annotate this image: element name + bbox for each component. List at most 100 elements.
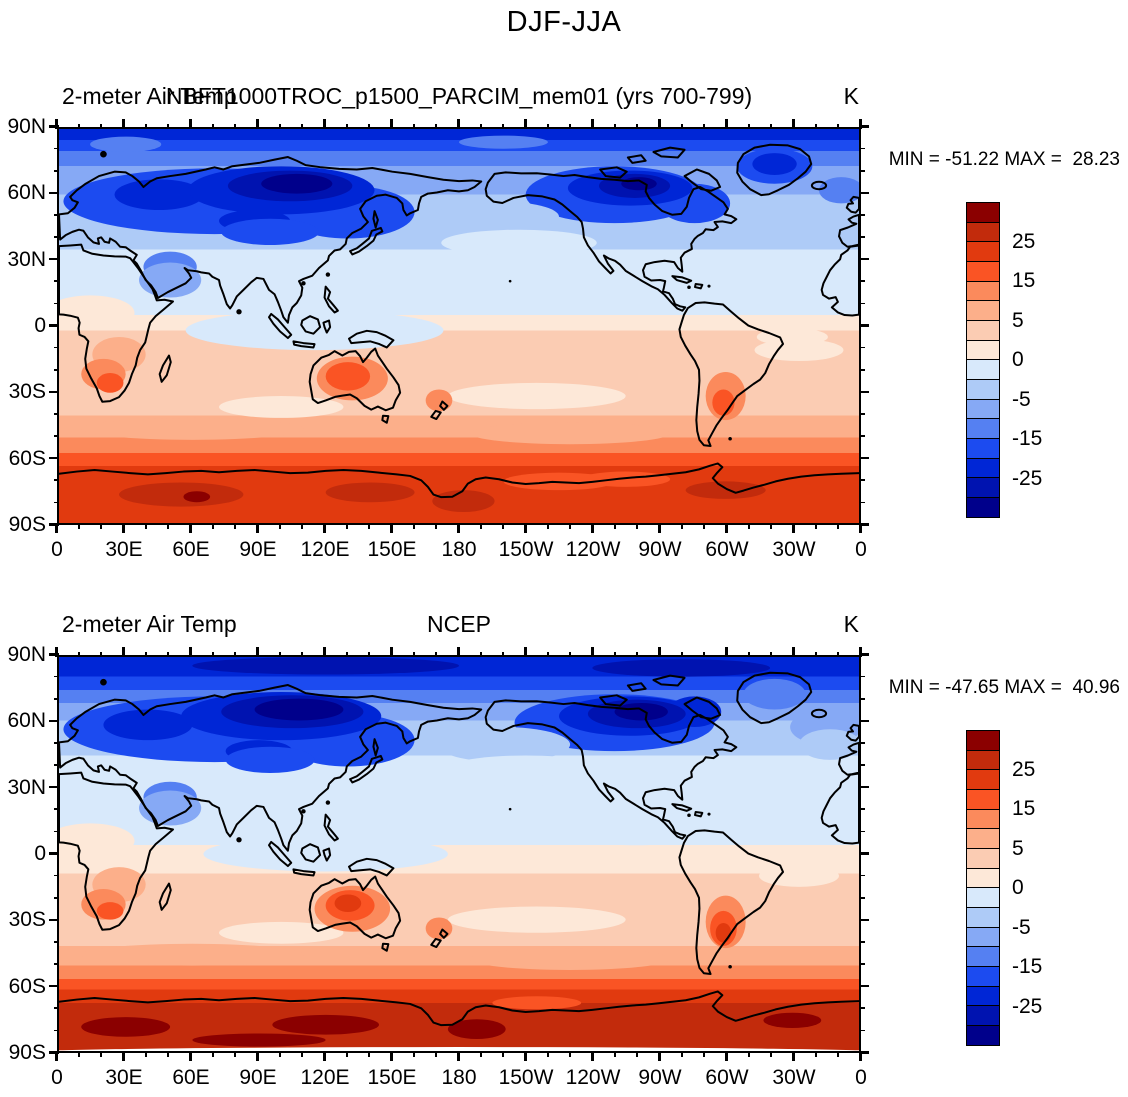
axis-tick [748,651,750,657]
axis-tick [189,1051,192,1061]
colorbar-label: 5 [1012,836,1024,860]
axis-tick [435,651,437,657]
panel-ncep: 2-meter Air Temp NCEP K MIN = -47.65 MAX… [0,611,1128,1097]
colorbar-cell [966,867,1000,889]
axis-tick [346,1051,348,1057]
colorbar-label: 5 [1012,308,1024,332]
axis-tick [658,523,661,533]
axis-tick [279,123,281,129]
axis-tick [859,119,862,129]
axis-tick [859,523,869,526]
axis-tick [837,523,839,529]
axis-tick [49,1051,59,1054]
axis-tick [658,1051,661,1061]
axis-tick [279,651,281,657]
axis-tick [859,501,865,504]
colorbar-cell [966,398,1000,420]
axis-tick [49,523,59,526]
axis-tick [859,280,865,283]
axis-tick [413,123,415,129]
axis-tick [301,651,303,657]
axis-tick [53,742,59,744]
axis-tick [748,523,750,529]
axis-tick [53,764,59,766]
axis-tick [435,523,437,529]
axis-tick [55,523,58,533]
axis-tick [591,119,594,129]
x-axis-label: 90E [239,538,277,561]
axis-tick [49,918,59,921]
colorbar-cell [966,418,1000,440]
colorbar-cell [966,221,1000,243]
axis-tick [279,1051,281,1057]
world-map [59,657,859,1051]
axis-tick [859,214,865,216]
x-axis-label: 0 [51,538,63,561]
axis-tick [681,123,683,129]
axis-tick [78,651,80,657]
axis-tick [859,435,865,437]
axis-tick [859,830,865,833]
axis-tick [145,523,147,529]
axis-tick [859,808,865,811]
axis-tick [167,123,169,129]
axis-tick [279,523,281,529]
axis-tick [49,786,59,789]
axis-tick [859,368,865,371]
colorbar [966,730,1000,1046]
colorbar-label: -5 [1012,915,1031,939]
axis-tick [122,119,125,129]
axis-tick [53,280,59,283]
axis-tick [815,651,817,657]
axis-tick [859,675,865,678]
y-axis-label: 60S [8,974,46,998]
world-map-svg [59,129,859,523]
panel-titles: 2-meter Air Temp NBFT1000TROC_p1500_PARC… [57,83,861,110]
colorbar-cell [966,477,1000,499]
axis-tick [547,1051,549,1057]
axis-tick [859,764,865,766]
x-axis-label: 150W [498,538,554,561]
axis-tick [859,125,869,128]
axis-tick [792,1051,795,1061]
colorbar-label: 25 [1012,229,1036,253]
axis-tick [457,647,460,657]
axis-tick [49,125,59,128]
axis-tick [53,169,59,172]
axis-tick [502,123,504,129]
axis-tick [725,1051,728,1061]
colorbar-label: -25 [1012,994,1043,1018]
axis-tick [301,1051,303,1057]
x-axis-label: 90W [638,1066,682,1089]
axis-tick [480,1051,482,1057]
coastlines [59,145,859,497]
axis-tick [569,523,571,529]
axis-tick [256,647,259,657]
axis-tick [55,1051,58,1061]
axis-tick [323,1051,326,1061]
axis-tick [53,830,59,833]
axis-tick [390,523,393,533]
axis-tick [167,651,169,657]
colorbar-cell [966,828,1000,850]
map-plot-area [49,119,869,533]
axis-tick [859,169,865,172]
axis-tick [368,123,370,129]
colorbar-cell [966,319,1000,342]
axis-tick [53,808,59,811]
colorbar-label: 0 [1012,876,1024,899]
colorbar-cell [966,457,1000,479]
y-axis-label: 30S [8,380,46,404]
axis-tick [703,1051,705,1057]
map-plot-area [49,647,869,1061]
colorbar-cell [966,847,1000,870]
axis-tick [122,647,125,657]
x-axis-label: 60E [172,1066,210,1089]
axis-tick [502,523,504,529]
axis-tick [413,651,415,657]
axis-tick [658,119,661,129]
axis-tick [792,119,795,129]
axis-tick [53,874,59,877]
axis-tick [859,390,869,393]
axis-tick [859,697,865,700]
